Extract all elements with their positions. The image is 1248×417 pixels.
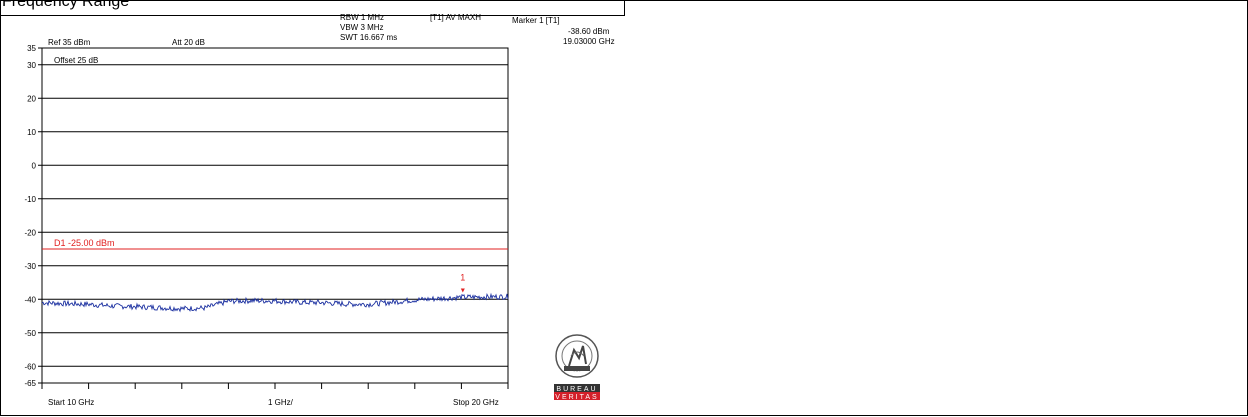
marker-title: Marker 1 [T1]	[512, 16, 560, 25]
stop-frequency: Stop 20 GHz	[453, 398, 499, 407]
span-per-division: 1 GHz/	[268, 398, 293, 407]
logo-text-1: BUREAU	[556, 386, 597, 393]
caption-underline	[0, 15, 624, 16]
vbw-setting: VBW 3 MHz	[340, 23, 384, 32]
ref-level: Ref 35 dBm	[48, 38, 91, 47]
logo-year: 1828	[571, 371, 582, 377]
caption-divider	[624, 0, 625, 16]
start-frequency: Start 10 GHz	[48, 398, 95, 407]
marker-level: -38.60 dBm	[568, 27, 610, 36]
page-caption: Frequency Range	[2, 0, 130, 10]
attenuation: Att 20 dB	[172, 38, 205, 47]
trace-mode: [T1] AV MAXH	[430, 13, 481, 22]
rbw-setting: RBW 1 MHz	[340, 13, 384, 22]
logo-text-2: VERITAS	[555, 394, 598, 401]
marker-frequency: 19.03000 GHz	[563, 37, 615, 46]
seal-icon: 1828 BUREAU VERITAS	[554, 334, 600, 401]
offset-label: Offset 25 dB	[54, 56, 99, 65]
sweep-time: SWT 16.667 ms	[340, 33, 398, 42]
bureau-veritas-logo: 1828 BUREAU VERITAS	[528, 328, 626, 412]
